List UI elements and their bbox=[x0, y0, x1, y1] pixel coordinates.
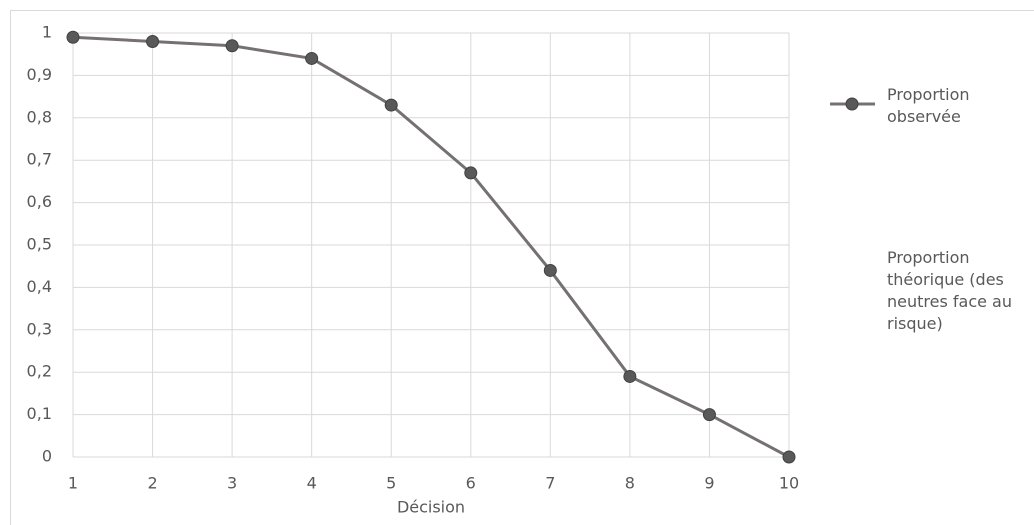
y-tick-label: 0,5 bbox=[27, 235, 52, 254]
y-tick-label: 0,4 bbox=[27, 277, 52, 296]
x-tick-label: 8 bbox=[625, 474, 635, 493]
y-tick-label: 0,8 bbox=[27, 107, 52, 126]
data-point bbox=[702, 408, 716, 422]
x-tick-label: 3 bbox=[227, 474, 237, 493]
series-line bbox=[72, 35, 790, 459]
y-tick-label: 0,6 bbox=[27, 192, 52, 211]
y-tick-label: 0,7 bbox=[27, 150, 52, 169]
data-point bbox=[146, 34, 160, 48]
y-tick-label: 0,1 bbox=[27, 404, 52, 423]
legend-marker bbox=[845, 97, 859, 111]
x-tick-label: 10 bbox=[779, 474, 799, 493]
x-tick-label: 7 bbox=[545, 474, 555, 493]
y-tick-label: 0,3 bbox=[27, 319, 52, 338]
chart-border bbox=[10, 10, 1034, 525]
y-tick-label: 0 bbox=[42, 447, 52, 466]
y-tick-label: 1 bbox=[42, 23, 52, 42]
x-axis-title: Décision bbox=[397, 498, 465, 517]
x-tick-label: 6 bbox=[466, 474, 476, 493]
x-tick-label: 4 bbox=[307, 474, 317, 493]
y-tick-label: 0,9 bbox=[27, 65, 52, 84]
x-tick-label: 5 bbox=[386, 474, 396, 493]
data-point bbox=[225, 39, 239, 53]
legend-label: Proportion observée bbox=[887, 85, 970, 126]
x-tick-label: 2 bbox=[147, 474, 157, 493]
x-tick-label: 9 bbox=[704, 474, 714, 493]
y-tick-label: 0,2 bbox=[27, 362, 52, 381]
data-point bbox=[623, 369, 637, 383]
data-point bbox=[543, 263, 557, 277]
data-point bbox=[66, 30, 80, 44]
legend-label: Proportion théorique (des neutres face a… bbox=[887, 248, 1012, 333]
data-point bbox=[464, 166, 478, 180]
data-point bbox=[384, 98, 398, 112]
x-tick-label: 1 bbox=[68, 474, 78, 493]
data-point bbox=[782, 450, 796, 464]
data-point bbox=[305, 51, 319, 65]
